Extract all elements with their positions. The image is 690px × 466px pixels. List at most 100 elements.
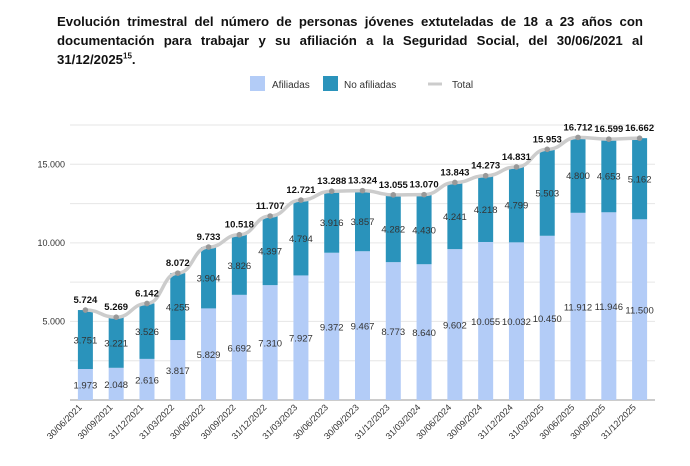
data-label-no-afiliadas: 5.162 [628, 175, 652, 186]
bar-no-afiliadas [262, 216, 278, 286]
bar-no-afiliadas [632, 138, 648, 220]
data-label-total: 10.518 [225, 220, 254, 231]
bar-no-afiliadas [139, 303, 155, 359]
data-label-no-afiliadas: 3.526 [135, 327, 159, 338]
legend-swatch-no-afiliadas [323, 76, 338, 91]
y-tick-label: 5.000 [42, 316, 65, 326]
bar-afiliadas [170, 340, 186, 400]
bar-afiliadas [77, 368, 93, 400]
bar-no-afiliadas [324, 191, 340, 253]
bar-no-afiliadas [478, 175, 494, 242]
data-label-afiliadas: 5.829 [197, 350, 221, 361]
total-point [544, 146, 551, 153]
total-point [636, 135, 643, 141]
bar-no-afiliadas [601, 139, 617, 213]
data-label-afiliadas: 11.500 [625, 306, 653, 317]
legend-label-total: Total [452, 80, 473, 91]
data-label-afiliadas: 8.640 [412, 328, 436, 339]
y-tick-label: 10.000 [37, 238, 65, 248]
y-tick-label: 15.000 [37, 159, 65, 169]
chart-title-text: Evolución trimestral del número de perso… [57, 14, 643, 67]
data-label-total: 5.269 [104, 302, 128, 313]
bar-afiliadas [539, 235, 555, 400]
bar-no-afiliadas [293, 200, 309, 276]
total-point [205, 244, 212, 250]
title-footnote: 15 [123, 51, 132, 61]
data-label-afiliadas: 10.032 [502, 317, 531, 328]
data-label-afiliadas: 9.602 [443, 321, 467, 332]
total-point [113, 314, 119, 321]
data-label-afiliadas: 3.817 [166, 366, 190, 377]
data-label-afiliadas: 9.467 [351, 322, 375, 333]
total-point [452, 179, 458, 186]
bar-afiliadas [447, 249, 463, 400]
total-point [606, 136, 612, 142]
bar-afiliadas [293, 275, 309, 400]
data-label-afiliadas: 11.946 [595, 302, 623, 313]
total-point [144, 300, 150, 307]
bar-afiliadas [478, 241, 494, 400]
data-label-total: 8.072 [166, 258, 190, 269]
data-label-total: 13.324 [348, 176, 378, 187]
total-point [421, 191, 427, 198]
data-label-no-afiliadas: 4.282 [381, 224, 405, 235]
data-label-total: 6.142 [135, 288, 159, 299]
chart-title: Evolución trimestral del número de perso… [57, 14, 643, 67]
data-label-no-afiliadas: 3.857 [351, 217, 375, 228]
total-point [482, 172, 489, 179]
data-label-no-afiliadas: 4.799 [505, 201, 529, 212]
data-label-no-afiliadas: 4.255 [166, 303, 190, 314]
bar-no-afiliadas [231, 234, 247, 295]
bar-afiliadas [108, 367, 124, 400]
data-label-afiliadas: 9.372 [320, 322, 344, 333]
bar-afiliadas [262, 285, 278, 400]
bar-no-afiliadas [570, 137, 586, 213]
data-label-no-afiliadas: 4.794 [289, 234, 313, 245]
bar-afiliadas [324, 252, 340, 400]
total-point [513, 164, 520, 170]
data-label-afiliadas: 1.973 [74, 380, 98, 391]
total-point [328, 188, 335, 194]
data-label-no-afiliadas: 4.241 [443, 212, 467, 223]
total-point [174, 270, 181, 276]
bar-afiliadas [570, 212, 586, 400]
data-label-afiliadas: 8.773 [381, 327, 405, 338]
data-label-total: 9.733 [197, 232, 221, 243]
bar-no-afiliadas [77, 310, 93, 369]
bar-afiliadas [416, 264, 432, 400]
bar-no-afiliadas [108, 317, 124, 368]
bar-no-afiliadas [416, 194, 432, 265]
data-label-total: 14.273 [471, 161, 500, 172]
data-label-afiliadas: 10.450 [533, 314, 562, 325]
data-label-total: 11.707 [256, 201, 285, 212]
data-label-no-afiliadas: 5.503 [535, 189, 559, 200]
bar-afiliadas [355, 251, 370, 400]
total-point [298, 197, 304, 203]
data-label-no-afiliadas: 4.430 [412, 225, 436, 236]
bar-no-afiliadas [355, 190, 370, 252]
total-point [82, 307, 89, 313]
total-point [575, 134, 581, 141]
bar-afiliadas [632, 219, 648, 400]
data-label-no-afiliadas: 4.653 [597, 172, 621, 183]
data-label-total: 5.724 [74, 295, 98, 306]
data-label-total: 16.712 [563, 122, 592, 133]
data-label-total: 13.288 [317, 176, 346, 187]
bar-afiliadas [508, 242, 524, 400]
bar-no-afiliadas [447, 182, 463, 250]
data-label-total: 15.953 [533, 134, 562, 145]
data-label-afiliadas: 2.616 [135, 375, 159, 386]
legend-label-afiliadas: Afiliadas [272, 80, 310, 91]
total-point [390, 192, 397, 198]
bar-no-afiliadas [385, 194, 401, 263]
total-point [236, 231, 243, 238]
data-label-afiliadas: 7.927 [289, 334, 313, 345]
data-label-total: 13.843 [440, 167, 469, 178]
data-label-no-afiliadas: 4.397 [258, 247, 282, 258]
bar-no-afiliadas [539, 149, 555, 236]
data-label-no-afiliadas: 3.751 [74, 336, 98, 347]
data-label-afiliadas: 2.048 [104, 380, 128, 391]
data-label-no-afiliadas: 3.826 [227, 261, 251, 272]
bar-no-afiliadas [170, 273, 186, 341]
data-label-no-afiliadas: 4.218 [474, 205, 498, 216]
